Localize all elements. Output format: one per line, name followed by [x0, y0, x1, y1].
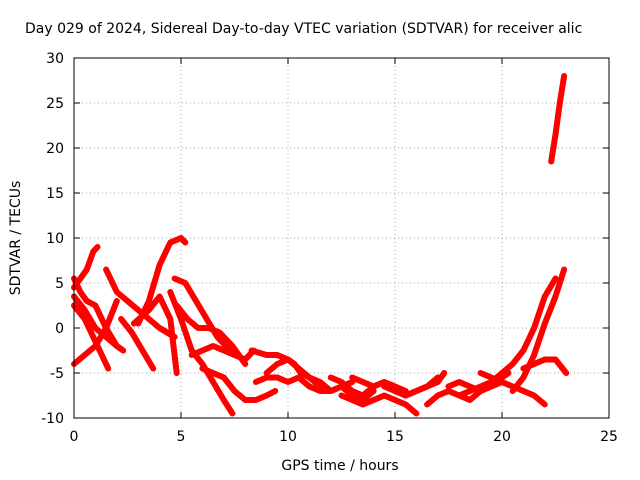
x-tick-label: 15 [386, 429, 404, 445]
series-line-arc14 [199, 365, 279, 403]
series-line-arc29 [488, 275, 559, 385]
series-line-arc2 [71, 275, 120, 349]
x-tick-label: 25 [600, 429, 618, 445]
series-line-arc31 [520, 356, 570, 376]
series-line-arc22 [349, 374, 409, 394]
y-tick-label: -5 [50, 366, 64, 382]
y-tick-label: 30 [46, 51, 64, 67]
series-line-arc10 [167, 289, 236, 417]
y-axis-label: SDTVAR / TECUs [8, 181, 24, 296]
y-tick-label: 10 [46, 231, 64, 247]
series-line-arc11 [171, 275, 238, 358]
series-line-arc12 [173, 302, 249, 367]
x-tick-label: 5 [177, 429, 186, 445]
series-line-arc21 [338, 392, 420, 417]
series-line-arc15 [252, 374, 313, 390]
series-line-arc8 [135, 235, 189, 327]
series-line-arc17 [248, 347, 302, 372]
chart-title: Day 029 of 2024, Sidereal Day-to-day VTE… [25, 21, 582, 37]
y-tick-label: -10 [41, 411, 64, 427]
series-line-arc6 [103, 266, 178, 340]
x-tick-label: 10 [279, 429, 297, 445]
y-tick-label: 20 [46, 141, 64, 157]
x-tick-label: 0 [70, 429, 79, 445]
series-line-arc7 [118, 316, 157, 372]
y-tick-label: 25 [46, 96, 64, 112]
series-line-arc24 [392, 370, 448, 399]
x-tick-label: 20 [493, 429, 511, 445]
plot-frame [73, 57, 610, 419]
axis-ticks: 0 5 10 15 20 25 -10 -5 0 5 10 15 20 25 30 [41, 51, 618, 445]
y-tick-label: 0 [55, 321, 64, 337]
series-line-arc5 [71, 302, 112, 372]
series-line-arc19 [306, 383, 377, 403]
y-tick-label: 5 [55, 276, 64, 292]
series-line-arc13 [188, 343, 257, 363]
series-line-arc30 [509, 266, 568, 394]
series-line-arc9 [130, 293, 180, 376]
data-series [71, 73, 570, 417]
x-axis-label: GPS time / hours [281, 458, 398, 474]
series-line-arc32 [548, 73, 568, 165]
series-line-arc27 [456, 370, 512, 399]
y-tick-label: 15 [46, 186, 64, 202]
